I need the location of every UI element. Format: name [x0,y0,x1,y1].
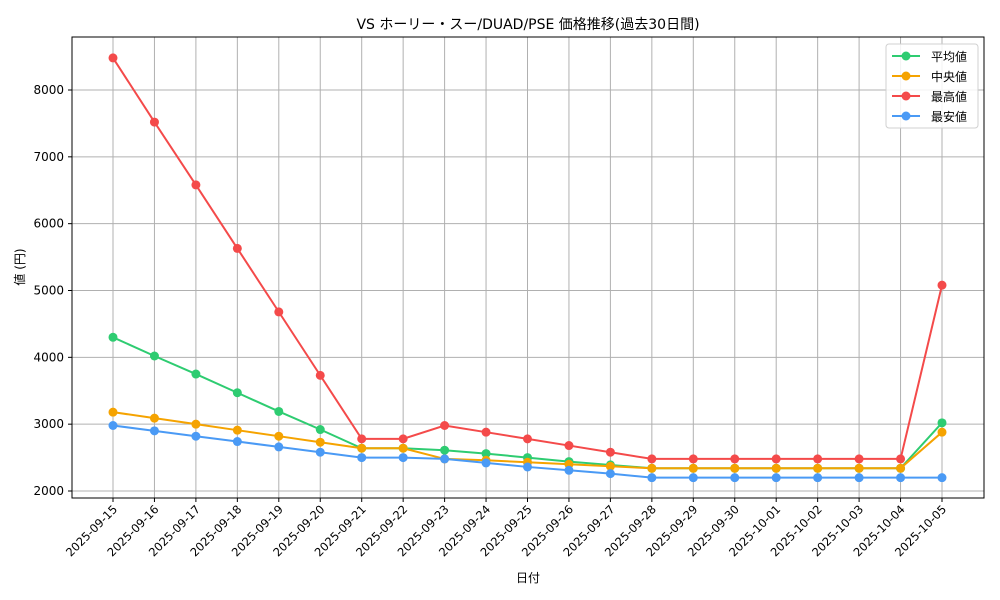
data-point [149,351,159,361]
data-point [647,463,657,473]
data-point [481,458,491,468]
data-point [854,454,864,464]
data-point [440,445,450,455]
x-axis-ticks: 2025-09-152025-09-162025-09-172025-09-18… [63,498,949,559]
legend-label: 平均値 [931,49,967,64]
y-axis-label: 値 (円) [12,248,27,285]
data-point [937,427,947,437]
data-point [688,473,698,483]
data-point [149,426,159,436]
y-tick-label: 2000 [33,484,64,498]
data-point [771,454,781,464]
data-point [398,453,408,463]
data-point [730,454,740,464]
data-point [232,437,242,447]
grid-lines [72,37,984,498]
data-point [232,425,242,435]
data-point [937,418,947,428]
x-axis-label: 日付 [516,571,540,585]
legend-entry: 平均値 [892,49,967,64]
data-point [771,473,781,483]
data-point [440,421,450,431]
legend-label: 最安値 [931,109,967,124]
data-point [813,454,823,464]
data-point [232,388,242,398]
legend-marker [901,111,911,121]
y-tick-label: 8000 [33,83,64,97]
data-point [274,307,284,317]
data-point [896,473,906,483]
legend-marker [901,51,911,61]
data-point [854,463,864,473]
data-series [108,53,947,483]
y-tick-label: 3000 [33,417,64,431]
data-point [564,441,574,451]
data-point [398,434,408,444]
data-point [191,369,201,379]
data-point [730,473,740,483]
legend-entry: 最安値 [892,109,967,124]
series-2 [108,53,947,464]
data-point [108,421,118,431]
legend-box [885,43,979,129]
legend-marker [901,91,911,101]
data-point [523,434,532,444]
data-point [274,406,284,416]
data-point [315,447,325,457]
data-point [730,463,740,473]
data-point [481,427,491,437]
data-point [440,454,450,464]
y-tick-label: 4000 [33,350,64,364]
data-point [564,465,574,475]
data-point [813,473,823,483]
data-point [357,434,367,444]
data-point [937,280,947,290]
legend-marker [901,71,911,81]
data-point [647,454,657,464]
data-point [605,447,615,457]
legend-label: 中央値 [931,69,967,84]
data-point [232,243,242,253]
data-point [315,370,325,380]
data-point [937,473,947,483]
data-point [771,463,781,473]
legend-label: 最高値 [931,89,967,104]
data-point [191,431,201,441]
data-point [149,117,159,127]
data-point [813,463,823,473]
data-point [398,443,408,453]
data-point [149,413,159,423]
y-axis-ticks: 2000 3000 4000 5000 6000 7000 8000 [33,83,72,498]
data-point [896,454,906,464]
legend-entry: 最高値 [892,89,967,104]
data-point [191,180,201,190]
data-point [481,449,491,459]
data-point [274,431,284,441]
data-point [854,473,864,483]
data-point [191,419,201,429]
data-point [315,425,325,435]
data-point [688,463,698,473]
y-tick-label: 7000 [33,150,64,164]
series-3 [108,421,947,483]
legend-entry: 中央値 [892,69,967,84]
chart-title: VS ホーリー・スー/DUAD/PSE 価格推移(過去30日間) [356,17,699,33]
data-point [274,442,284,452]
data-point [523,462,532,472]
y-tick-label: 5000 [33,284,64,298]
data-point [108,332,118,342]
data-point [315,437,325,447]
data-point [896,463,906,473]
data-point [357,443,367,453]
data-point [108,407,118,417]
data-point [357,453,367,463]
data-point [108,53,118,63]
data-point [605,461,615,471]
data-point [647,473,657,483]
y-tick-label: 6000 [33,217,64,231]
data-point [688,454,698,464]
data-point [605,469,615,479]
